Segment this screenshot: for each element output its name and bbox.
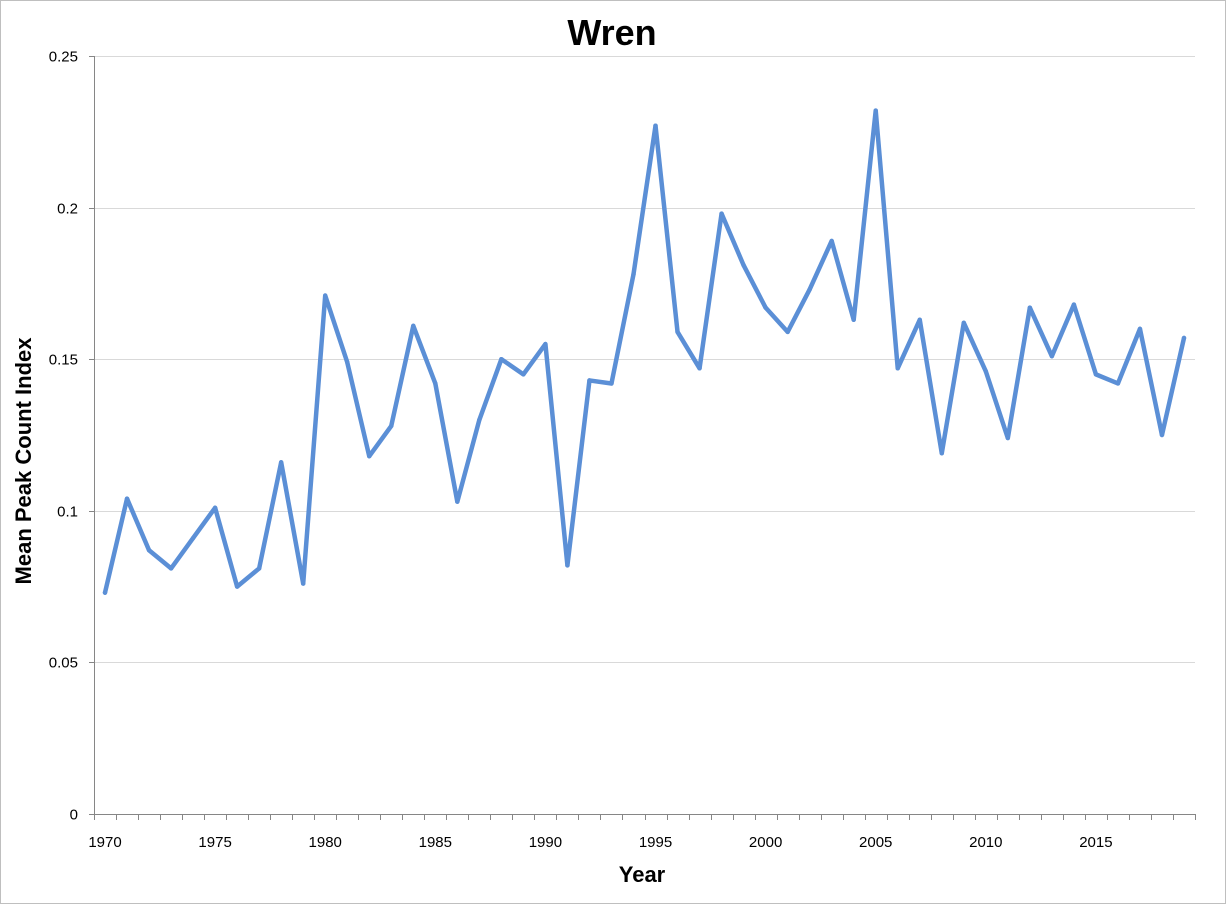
data-point bbox=[829, 238, 834, 244]
data-point bbox=[675, 329, 680, 335]
y-axis-title: Mean Peak Count Index bbox=[11, 337, 36, 585]
y-tick-label: 0.15 bbox=[49, 352, 78, 369]
data-point bbox=[345, 360, 350, 365]
x-tick-label: 2015 bbox=[1079, 834, 1112, 851]
data-point bbox=[763, 305, 768, 310]
x-tick-label: 1985 bbox=[419, 834, 452, 851]
x-tick-label: 1995 bbox=[639, 834, 672, 851]
data-point bbox=[499, 357, 504, 362]
data-point bbox=[212, 505, 218, 510]
chart-title: Wren bbox=[567, 12, 656, 53]
data-point bbox=[367, 454, 372, 459]
data-point bbox=[1049, 353, 1055, 359]
data-point bbox=[168, 566, 174, 571]
data-point bbox=[102, 590, 108, 595]
data-point bbox=[521, 372, 526, 377]
x-tick-labels: 1970 1975 1980 1985 1990 1995 2000 2005 2010 2015 bbox=[88, 834, 1112, 851]
data-point bbox=[1115, 381, 1121, 386]
data-point bbox=[895, 366, 900, 371]
data-point bbox=[433, 381, 438, 386]
data-point bbox=[256, 566, 262, 571]
y-tick-label: 0.25 bbox=[49, 49, 78, 66]
data-point bbox=[917, 317, 922, 322]
data-point bbox=[1027, 305, 1033, 310]
x-tick-label: 2000 bbox=[749, 834, 782, 851]
data-point bbox=[807, 287, 812, 292]
data-point bbox=[851, 317, 856, 322]
x-tick-label: 2010 bbox=[969, 834, 1002, 851]
gridlines bbox=[94, 56, 1195, 663]
data-point bbox=[631, 272, 636, 277]
x-tick-label: 1970 bbox=[88, 834, 121, 851]
data-point bbox=[1137, 326, 1143, 332]
x-tick-label: 1990 bbox=[529, 834, 562, 851]
data-point bbox=[146, 548, 152, 553]
data-point bbox=[719, 211, 724, 216]
data-point bbox=[785, 329, 790, 335]
series-line bbox=[102, 108, 1187, 595]
x-tick-label: 1980 bbox=[309, 834, 342, 851]
data-point bbox=[1159, 432, 1165, 438]
data-point bbox=[543, 341, 548, 347]
data-point bbox=[477, 417, 482, 423]
data-point bbox=[609, 381, 614, 386]
data-point bbox=[278, 460, 284, 465]
y-tick-label: 0.1 bbox=[57, 504, 78, 521]
data-point bbox=[300, 581, 306, 586]
data-point bbox=[323, 293, 328, 298]
data-point bbox=[741, 263, 746, 268]
data-point bbox=[124, 496, 130, 501]
y-tick-label: 0.05 bbox=[49, 655, 78, 672]
y-tick-label: 0.2 bbox=[57, 201, 78, 218]
data-point bbox=[455, 499, 460, 504]
data-point bbox=[587, 378, 592, 383]
x-tick-label: 1975 bbox=[198, 834, 231, 851]
data-point bbox=[697, 366, 702, 371]
data-point bbox=[653, 123, 658, 128]
data-point bbox=[389, 423, 394, 429]
data-point bbox=[565, 563, 570, 568]
data-point bbox=[1005, 435, 1011, 441]
data-point bbox=[961, 320, 966, 326]
data-point bbox=[190, 535, 196, 541]
data-point bbox=[983, 369, 989, 374]
y-tick-label: 0 bbox=[70, 807, 78, 824]
axes bbox=[89, 56, 1196, 820]
y-tick-labels: 0 0.05 0.1 0.15 0.2 0.25 bbox=[49, 49, 78, 824]
data-point bbox=[1093, 372, 1099, 377]
data-point bbox=[1071, 302, 1077, 307]
x-axis-title: Year bbox=[619, 862, 666, 887]
data-point bbox=[1181, 335, 1187, 341]
series-layer bbox=[102, 108, 1187, 595]
data-point bbox=[411, 323, 416, 329]
data-point bbox=[939, 450, 944, 456]
data-point bbox=[873, 108, 878, 113]
data-point bbox=[234, 584, 240, 589]
x-tick-label: 2005 bbox=[859, 834, 892, 851]
